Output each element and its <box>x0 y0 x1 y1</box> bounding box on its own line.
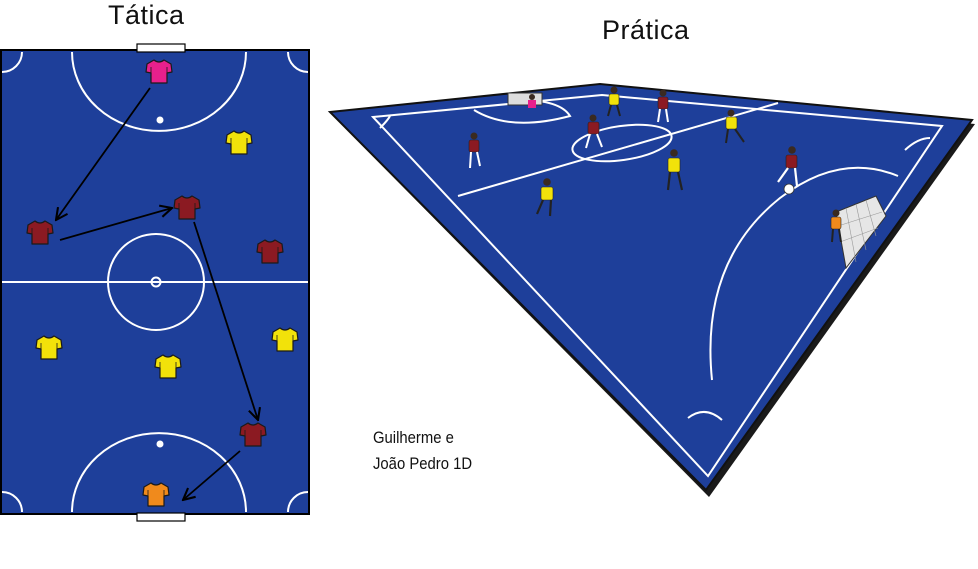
figure-yellow-3 <box>666 149 684 191</box>
bottom-penalty-spot <box>156 440 164 448</box>
figure-red-3 <box>468 132 481 169</box>
bottom-goal <box>136 512 186 522</box>
bottom-penalty-area <box>71 432 247 513</box>
tactical-court <box>0 43 310 522</box>
halfway-line-perspective <box>457 102 779 197</box>
far-penalty-area <box>473 99 572 124</box>
tactical-title: Tática <box>108 0 185 30</box>
practical-court <box>327 82 975 497</box>
figure-yellow-2 <box>725 109 745 144</box>
far-goal <box>507 92 543 106</box>
practical-title: Prática <box>602 15 690 45</box>
ball <box>783 183 795 195</box>
pass-arrows <box>56 87 258 500</box>
figure-goalkeeper-far <box>528 94 536 108</box>
pass-arrow-2 <box>59 208 172 241</box>
top-penalty-area <box>71 51 247 132</box>
figure-yellow-1 <box>607 86 621 117</box>
credits-line-2: João Pedro 1D <box>373 455 473 473</box>
center-circle-perspective <box>571 123 673 163</box>
center-circle <box>107 233 205 331</box>
center-spot <box>150 276 162 288</box>
figure-red-4 <box>777 146 799 187</box>
credits-line-1: Guilherme e <box>373 429 454 447</box>
pass-arrow-3 <box>193 221 258 420</box>
pass-arrow-1 <box>56 87 151 220</box>
figure-red-1 <box>657 89 669 123</box>
figure-goalkeeper-near <box>830 209 842 243</box>
near-penalty-area <box>709 166 899 381</box>
near-goal <box>835 195 887 270</box>
credits: Guilherme e João Pedro 1D <box>373 425 472 477</box>
practical-players <box>468 86 842 243</box>
top-goal <box>136 43 186 53</box>
top-penalty-spot <box>156 116 164 124</box>
figure-red-2 <box>585 114 603 149</box>
figure-yellow-4 <box>535 178 554 217</box>
pass-arrow-4 <box>183 450 241 500</box>
